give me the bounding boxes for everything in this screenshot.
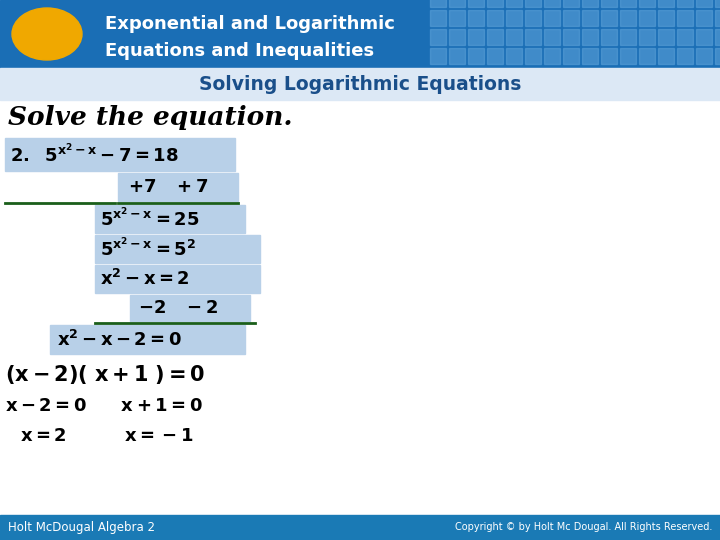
Bar <box>658 10 674 26</box>
Bar <box>430 10 446 26</box>
Bar <box>677 10 693 26</box>
Bar <box>0 68 720 100</box>
Text: $\mathbf{-2\quad -2}$: $\mathbf{-2\quad -2}$ <box>138 299 218 317</box>
Bar <box>696 48 712 64</box>
Bar <box>449 29 465 45</box>
Bar <box>95 205 245 233</box>
Bar <box>506 0 522 7</box>
Bar <box>525 0 541 7</box>
Bar <box>677 0 693 7</box>
Text: Solving Logarithmic Equations: Solving Logarithmic Equations <box>199 75 521 93</box>
Bar <box>715 29 720 45</box>
Bar <box>430 29 446 45</box>
Bar <box>639 0 655 7</box>
Bar <box>715 48 720 64</box>
Bar <box>430 48 446 64</box>
Bar <box>601 10 617 26</box>
Text: $\mathbf{x^{2} - x = 2}$: $\mathbf{x^{2} - x = 2}$ <box>100 269 190 289</box>
Bar <box>601 48 617 64</box>
Bar <box>487 10 503 26</box>
Bar <box>658 29 674 45</box>
Bar <box>5 138 235 171</box>
Bar <box>95 235 260 263</box>
Bar <box>677 29 693 45</box>
Bar <box>525 29 541 45</box>
Bar <box>544 0 560 7</box>
Bar <box>50 325 245 354</box>
Bar <box>544 48 560 64</box>
Bar <box>696 0 712 7</box>
Bar <box>658 48 674 64</box>
Bar <box>696 29 712 45</box>
Bar <box>506 48 522 64</box>
Text: $\mathbf{5^{x^{2}-x} = 25}$: $\mathbf{5^{x^{2}-x} = 25}$ <box>100 207 199 231</box>
Bar <box>563 29 579 45</box>
Bar <box>0 515 720 540</box>
Bar <box>601 29 617 45</box>
Text: $\mathbf{x^{2} - x - 2 = 0}$: $\mathbf{x^{2} - x - 2 = 0}$ <box>57 330 182 350</box>
Bar <box>525 48 541 64</box>
Bar <box>582 29 598 45</box>
Bar <box>620 29 636 45</box>
Text: $\mathbf{5^{x^{2}-x} = 5^{2}}$: $\mathbf{5^{x^{2}-x} = 5^{2}}$ <box>100 237 196 261</box>
Bar <box>130 295 250 321</box>
Bar <box>639 48 655 64</box>
Bar <box>620 0 636 7</box>
Bar <box>563 10 579 26</box>
Bar <box>449 48 465 64</box>
Bar <box>658 0 674 7</box>
Bar <box>525 10 541 26</box>
Bar <box>715 0 720 7</box>
Bar <box>544 10 560 26</box>
Text: $\mathbf{2.\ \ 5^{x^{2}-x} - 7 = 18}$: $\mathbf{2.\ \ 5^{x^{2}-x} - 7 = 18}$ <box>10 143 179 167</box>
Bar <box>582 48 598 64</box>
Bar <box>563 0 579 7</box>
Bar <box>563 48 579 64</box>
Text: $\mathbf{x - 2 = 0\qquad x + 1 = 0}$: $\mathbf{x - 2 = 0\qquad x + 1 = 0}$ <box>5 397 203 415</box>
Bar <box>544 29 560 45</box>
Bar <box>449 0 465 7</box>
Bar <box>677 48 693 64</box>
Bar <box>468 10 484 26</box>
Bar <box>487 0 503 7</box>
Bar <box>639 10 655 26</box>
Bar <box>582 0 598 7</box>
Bar <box>506 29 522 45</box>
Bar <box>620 10 636 26</box>
Bar <box>118 173 238 201</box>
Bar <box>582 10 598 26</box>
Bar <box>601 0 617 7</box>
Bar <box>715 10 720 26</box>
Ellipse shape <box>12 8 82 60</box>
Text: Exponential and Logarithmic: Exponential and Logarithmic <box>105 15 395 33</box>
Text: $\mathbf{+7\quad +7}$: $\mathbf{+7\quad +7}$ <box>128 178 208 196</box>
Text: $\mathbf{(x-2)(\ x+1\ )=0}$: $\mathbf{(x-2)(\ x+1\ )=0}$ <box>5 362 205 386</box>
Bar <box>0 0 720 68</box>
Bar <box>639 29 655 45</box>
Text: Equations and Inequalities: Equations and Inequalities <box>105 42 374 60</box>
Bar <box>487 48 503 64</box>
Bar <box>487 29 503 45</box>
Bar <box>449 10 465 26</box>
Bar <box>468 0 484 7</box>
Bar <box>468 29 484 45</box>
Text: Solve the equation.: Solve the equation. <box>8 105 292 130</box>
Text: Holt McDougal Algebra 2: Holt McDougal Algebra 2 <box>8 521 155 534</box>
Text: Copyright © by Holt Mc Dougal. All Rights Reserved.: Copyright © by Holt Mc Dougal. All Right… <box>454 523 712 532</box>
Bar <box>696 10 712 26</box>
Bar <box>506 10 522 26</box>
Bar <box>620 48 636 64</box>
Bar <box>95 265 260 293</box>
Bar <box>430 0 446 7</box>
Text: $\mathbf{x = 2\qquad\quad\  x = -1}$: $\mathbf{x = 2\qquad\quad\ x = -1}$ <box>20 427 194 445</box>
Bar <box>468 48 484 64</box>
